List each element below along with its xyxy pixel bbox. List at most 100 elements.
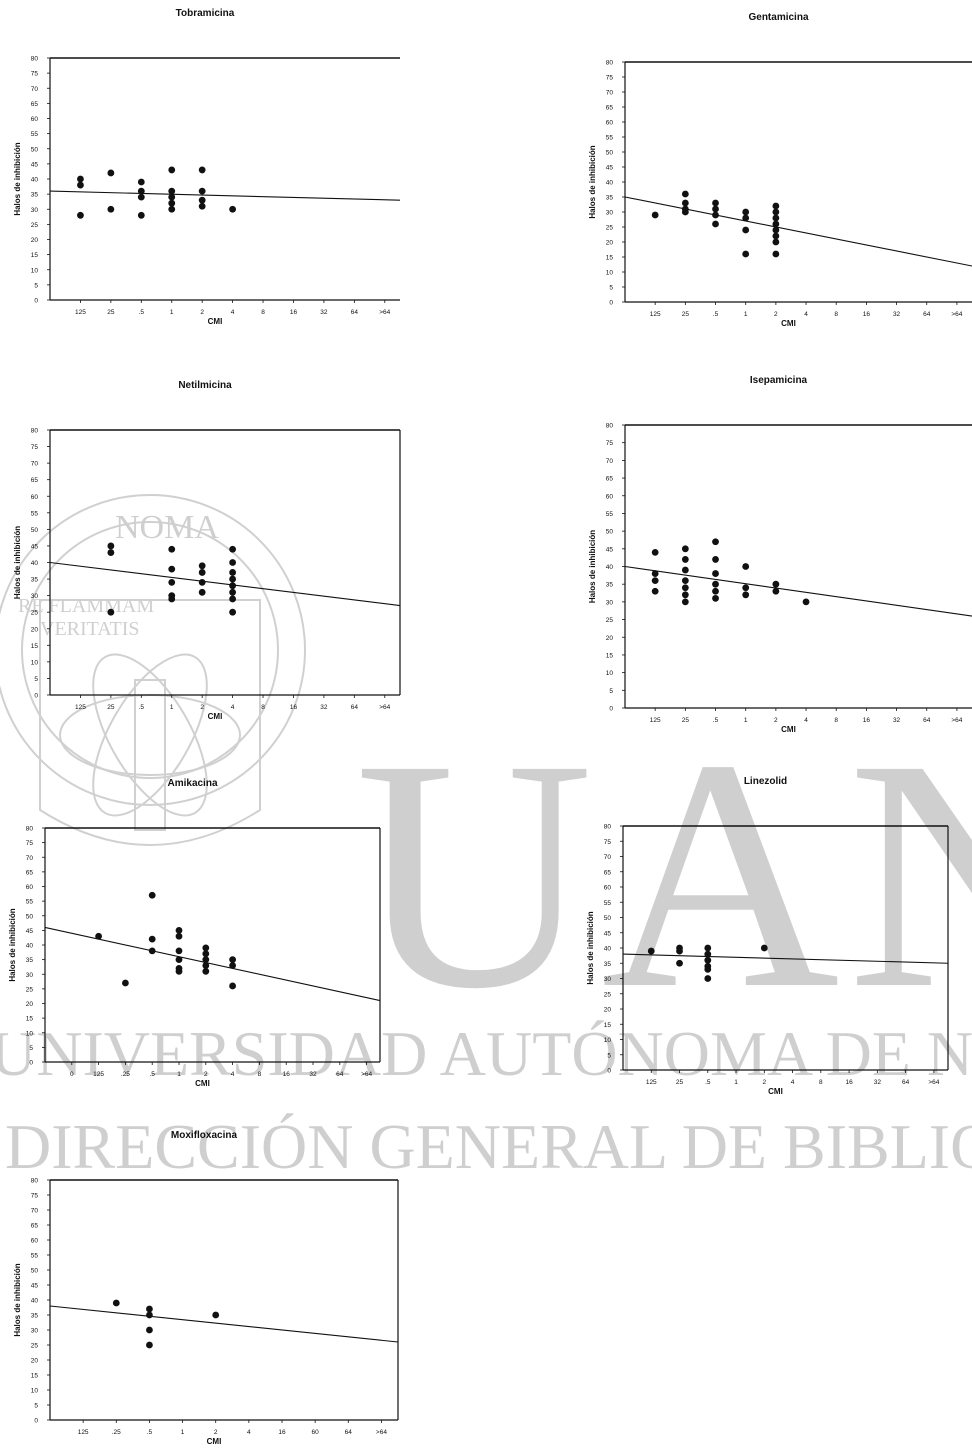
data-point — [229, 575, 237, 583]
data-point — [742, 591, 750, 599]
y-tick-label: 60 — [31, 1238, 39, 1245]
x-tick-label: 2 — [774, 717, 778, 724]
x-tick-label: 2 — [774, 311, 778, 318]
y-tick-label: 20 — [31, 626, 39, 633]
data-point — [676, 947, 683, 955]
y-tick-label: 45 — [31, 1283, 39, 1290]
x-tick-label: 32 — [893, 717, 901, 724]
data-point — [95, 932, 102, 940]
x-tick-label: .5 — [705, 1079, 711, 1086]
y-tick-label: 30 — [606, 210, 614, 217]
y-tick-label: 60 — [31, 116, 39, 123]
chart-title: Netilmicina — [178, 380, 232, 391]
x-tick-label: 1 — [181, 1429, 185, 1436]
x-tick-label: >64 — [951, 717, 962, 724]
data-point — [712, 205, 719, 213]
data-point — [168, 565, 176, 573]
data-point — [772, 250, 780, 258]
y-tick-label: 25 — [26, 986, 34, 993]
y-tick-label: 20 — [31, 237, 39, 244]
chart-4: Amikacina0510152025303540455055606570758… — [8, 778, 381, 1088]
y-tick-label: 55 — [31, 510, 39, 517]
data-point — [772, 202, 780, 210]
data-point — [802, 598, 810, 606]
y-tick-label: 80 — [31, 56, 39, 63]
data-point — [681, 591, 689, 599]
x-tick-label: 1 — [744, 311, 748, 318]
y-tick-label: 0 — [607, 1068, 611, 1075]
x-tick-label: 60 — [312, 1429, 320, 1436]
y-tick-label: 15 — [606, 255, 614, 262]
data-point — [229, 956, 237, 964]
chart-0: Tobramicina 0 5 10 15 20 25 30 35 40 45 50 55 60 65 70 7… — [13, 8, 401, 326]
y-tick-label: 65 — [31, 477, 39, 484]
y-axis-label: Halos de inhibición — [588, 145, 597, 218]
y-tick-label: 45 — [606, 165, 614, 172]
y-tick-label: 45 — [606, 546, 614, 553]
y-tick-label: 60 — [604, 885, 612, 892]
data-point — [202, 956, 210, 964]
y-tick-label: 45 — [26, 928, 34, 935]
data-point — [198, 562, 206, 570]
trend-line — [624, 196, 972, 267]
data-point — [175, 967, 183, 975]
x-tick-label: 25 — [682, 717, 690, 724]
y-tick-label: 50 — [604, 915, 612, 922]
y-tick-label: 20 — [26, 1001, 34, 1008]
y-tick-label: 60 — [31, 494, 39, 501]
x-tick-label: 8 — [261, 704, 265, 711]
data-point — [704, 956, 712, 964]
y-tick-label: 25 — [31, 610, 39, 617]
data-point — [712, 211, 719, 219]
y-tick-label: 40 — [31, 1298, 39, 1305]
chart-title: Amikacina — [167, 778, 217, 789]
x-tick-label: 125 — [75, 704, 86, 711]
data-point — [772, 214, 780, 222]
x-tick-label: >64 — [361, 1071, 372, 1078]
data-point — [112, 1299, 120, 1307]
x-tick-label: 2 — [204, 1071, 208, 1078]
y-tick-label: 5 — [609, 688, 613, 695]
x-tick-label: 4 — [791, 1079, 795, 1086]
y-tick-label: 60 — [26, 884, 34, 891]
y-tick-label: 35 — [606, 582, 614, 589]
y-tick-label: 25 — [31, 222, 39, 229]
data-point — [704, 944, 712, 952]
data-point — [229, 559, 237, 566]
data-point — [742, 584, 750, 592]
y-tick-label: 65 — [31, 1223, 39, 1230]
data-point — [146, 1311, 153, 1319]
y-tick-label: 30 — [26, 972, 34, 979]
x-tick-label: .5 — [147, 1429, 153, 1436]
y-tick-label: 55 — [604, 900, 612, 907]
chart-title: Isepamicina — [750, 375, 808, 386]
y-tick-label: 30 — [604, 976, 612, 983]
data-point — [77, 181, 84, 189]
y-tick-label: 25 — [31, 1343, 39, 1350]
y-tick-label: 70 — [606, 90, 614, 97]
y-axis-label: Halos de inhibición — [13, 1263, 22, 1336]
y-tick-label: 15 — [606, 652, 614, 659]
x-axis-label: CMI — [781, 725, 796, 734]
y-tick-label: 5 — [34, 676, 38, 683]
y-tick-label: 55 — [31, 1253, 39, 1260]
data-point — [146, 1326, 153, 1334]
x-tick-label: 2 — [214, 1429, 218, 1436]
y-tick-label: 55 — [606, 135, 614, 142]
data-point — [107, 608, 115, 616]
chart-3: Isepamicina 0 5 10 15 20 25 30 35 40 45 50 55 60 65 70 7… — [588, 375, 972, 734]
data-point — [229, 595, 237, 603]
chart-title: Tobramicina — [176, 8, 235, 19]
x-tick-label: 32 — [320, 704, 328, 711]
y-tick-label: 65 — [31, 101, 39, 108]
y-tick-label: 35 — [26, 957, 34, 964]
y-tick-label: 5 — [607, 1052, 611, 1059]
x-tick-label: >64 — [951, 311, 962, 318]
y-tick-label: 70 — [31, 461, 39, 468]
data-point — [229, 569, 237, 576]
x-axis-label: CMI — [207, 1437, 222, 1446]
x-tick-label: 64 — [923, 717, 931, 724]
x-tick-label: 125 — [650, 311, 661, 318]
y-tick-label: 25 — [606, 225, 614, 232]
data-point — [229, 582, 237, 590]
